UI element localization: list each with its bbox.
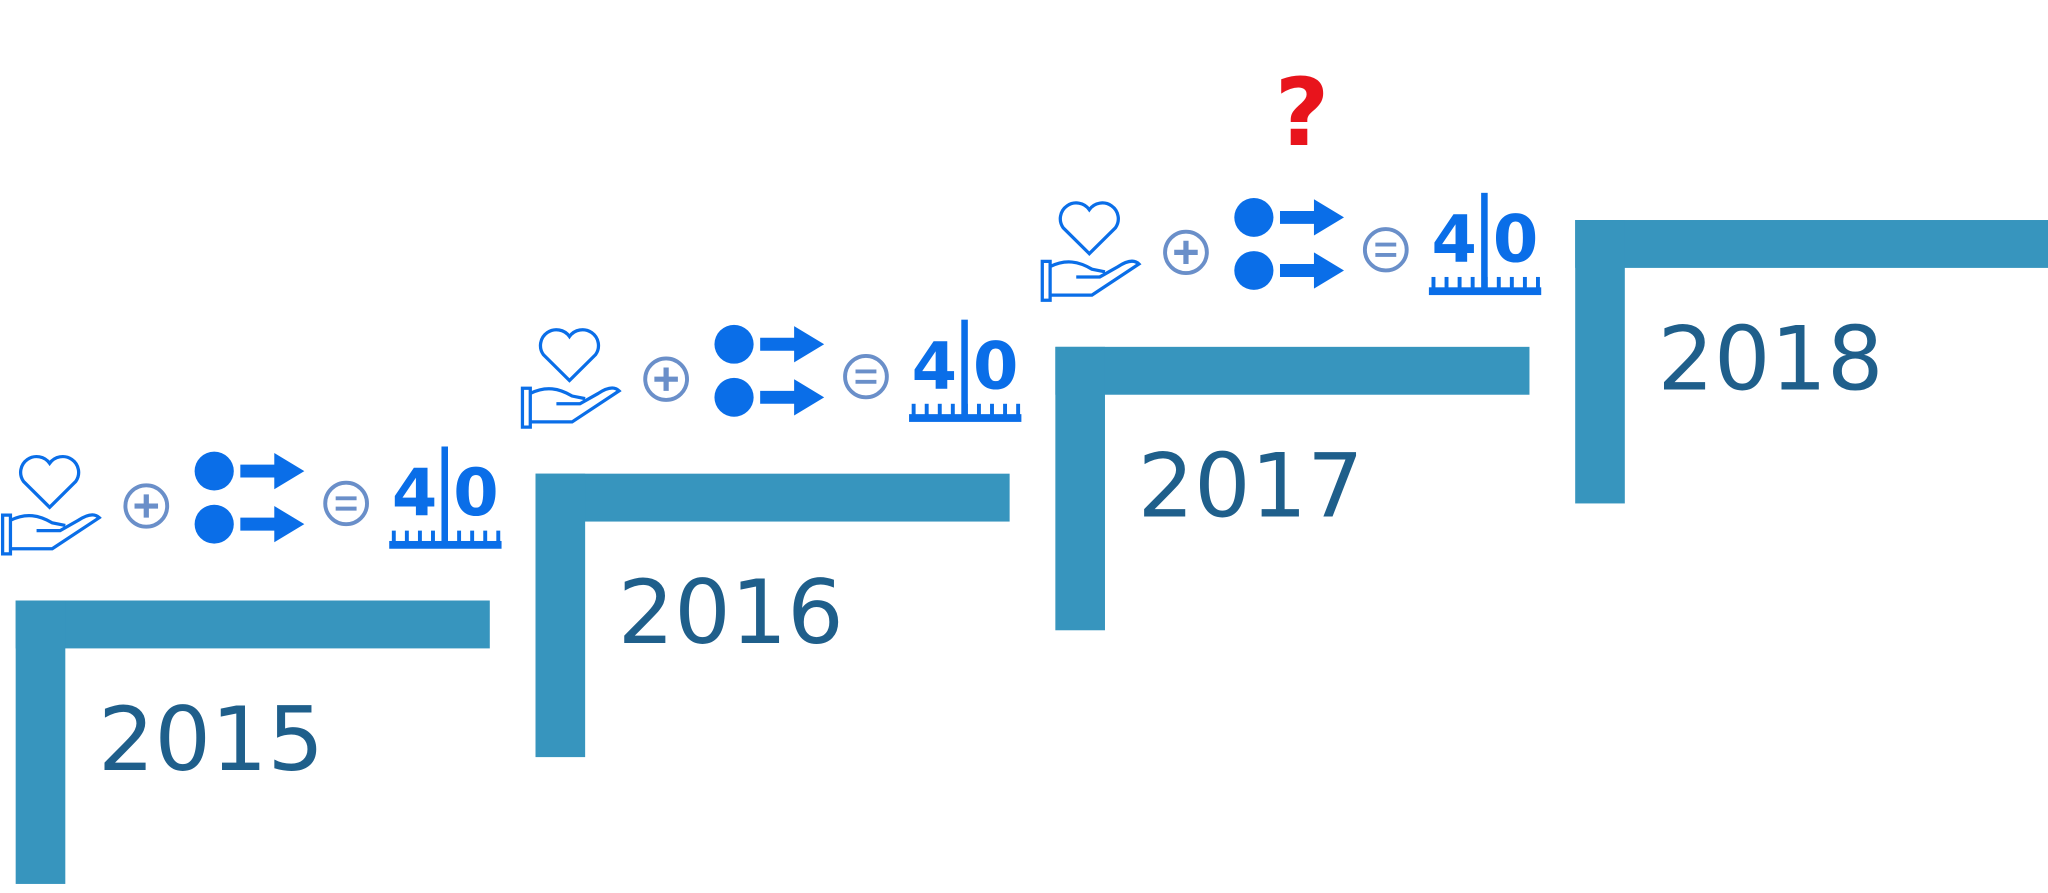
- dot-icon: [714, 324, 754, 364]
- digit-four: 4: [392, 456, 437, 531]
- ruler-tick: [1522, 276, 1527, 289]
- ruler-tick: [404, 530, 409, 543]
- dot-icon: [714, 377, 754, 417]
- ruler-base: [909, 414, 1022, 422]
- hand-icon: [520, 386, 622, 429]
- dot-icon: [1234, 251, 1274, 290]
- arrow-icon: [240, 452, 305, 490]
- year-label: 2018: [1657, 308, 1883, 411]
- equals-sign: [1375, 242, 1397, 257]
- dot-icon: [194, 451, 234, 491]
- ruler-tick: [976, 403, 981, 416]
- ruler-tick: [950, 403, 955, 416]
- ruler-tick: [391, 530, 396, 543]
- plus-icon: [1163, 229, 1209, 276]
- heart-icon: [19, 454, 81, 510]
- ruler-tick: [457, 530, 462, 543]
- dot-icon: [1234, 198, 1274, 237]
- ruler-tick: [1483, 276, 1488, 289]
- hand-icon: [0, 513, 102, 556]
- step: 2018?: [1575, 220, 2048, 504]
- arrow-icon: [1280, 199, 1344, 236]
- ruler-divider: [441, 446, 448, 544]
- ruler-tick: [496, 530, 501, 543]
- step-tread: [535, 473, 1010, 522]
- ruler-base: [1428, 287, 1542, 296]
- digit-four: 4: [912, 330, 957, 405]
- ruler-tick: [1470, 276, 1475, 289]
- step: 2015 4 0: [0, 446, 502, 884]
- ruler-tick: [1016, 403, 1021, 416]
- equals-sign: [335, 496, 357, 511]
- year-label: 2016: [618, 562, 844, 665]
- ruler-tick: [444, 530, 448, 543]
- heart-icon: [1058, 201, 1120, 256]
- step: 2017 4 0?: [1040, 59, 1542, 631]
- plus-icon: [643, 356, 689, 402]
- ruler-base: [389, 540, 502, 549]
- step: 2016 4 0: [520, 319, 1022, 758]
- arrow-icon: [760, 379, 825, 416]
- digit-zero: 0: [453, 456, 498, 531]
- step-riser: [1575, 220, 1625, 504]
- hand-icon: [1040, 259, 1142, 302]
- digit-four: 4: [1432, 203, 1477, 278]
- ruler-tick: [911, 403, 916, 416]
- plus-sign: [134, 494, 159, 518]
- ruler-tick: [924, 403, 929, 416]
- ruler-tick: [417, 530, 422, 543]
- arrow-icon: [240, 506, 305, 543]
- equals-icon: [323, 480, 369, 527]
- year-label: 2015: [98, 688, 324, 791]
- ruler-tick: [1496, 276, 1501, 289]
- equals-sign: [855, 369, 877, 384]
- ruler-tick: [937, 403, 942, 416]
- ruler-divider: [961, 319, 968, 417]
- ruler-tick: [1444, 276, 1449, 289]
- ruler-divider: [1481, 192, 1488, 290]
- step-riser: [535, 473, 586, 758]
- step-tread: [15, 600, 490, 649]
- plus-icon: [123, 483, 170, 529]
- arrow-icon: [760, 326, 825, 363]
- equals-icon: [843, 353, 889, 400]
- ruler-tick: [1457, 276, 1462, 289]
- arrow-icon: [1280, 252, 1344, 289]
- digit-zero: 0: [973, 330, 1018, 405]
- dot-icon: [194, 504, 234, 544]
- ruler-tick: [470, 530, 475, 543]
- step-tread: [1575, 220, 2048, 268]
- equals-icon: [1362, 227, 1409, 273]
- heart-icon: [538, 328, 601, 383]
- ruler-tick: [1509, 276, 1514, 289]
- step-riser: [15, 600, 66, 884]
- ruler-tick: [1536, 276, 1540, 289]
- ruler-tick: [990, 403, 994, 416]
- plus-sign: [1174, 240, 1198, 265]
- plus-sign: [654, 367, 678, 391]
- question-mark: ?: [1275, 59, 1330, 167]
- ruler-tick: [1431, 276, 1436, 289]
- ruler-tick: [963, 403, 968, 416]
- digit-zero: 0: [1493, 203, 1538, 278]
- step-riser: [1055, 346, 1105, 631]
- ruler-tick: [1003, 403, 1008, 416]
- year-label: 2017: [1138, 435, 1364, 538]
- ruler-tick: [431, 530, 435, 543]
- step-tread: [1055, 346, 1530, 395]
- ruler-tick: [483, 530, 488, 543]
